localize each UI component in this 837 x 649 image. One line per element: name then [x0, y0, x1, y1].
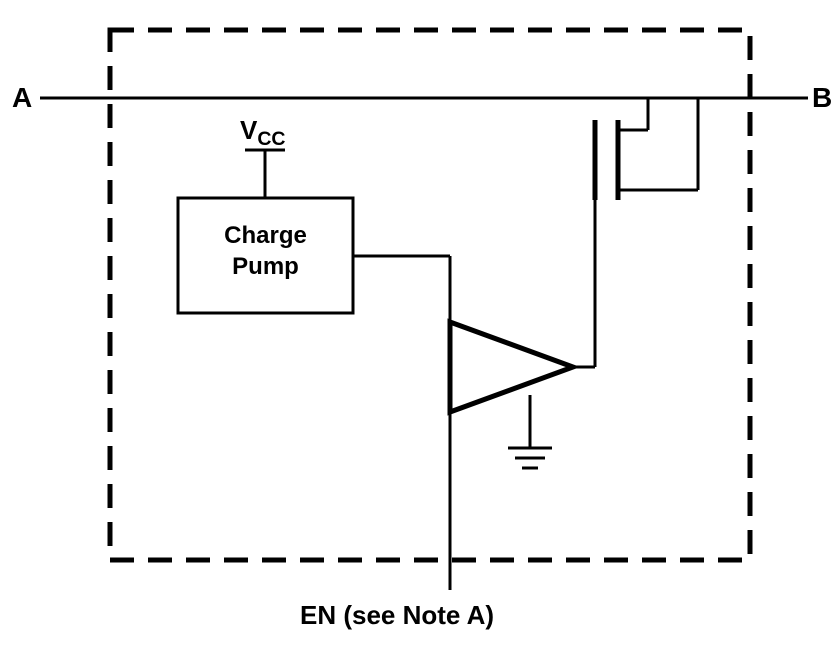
charge-pump-line2: Pump: [178, 251, 353, 282]
vcc-subscript: CC: [257, 128, 285, 150]
enable-label: EN (see Note A): [300, 600, 494, 631]
vcc-prefix: V: [240, 115, 257, 145]
pin-a-label: A: [12, 82, 32, 114]
charge-pump-line1: Charge: [178, 220, 353, 251]
vcc-label: VCC: [240, 115, 286, 151]
amplifier-triangle: [450, 322, 573, 412]
charge-pump-text: Charge Pump: [178, 220, 353, 282]
circuit-diagram: [0, 0, 837, 644]
pin-b-label: B: [812, 82, 832, 114]
